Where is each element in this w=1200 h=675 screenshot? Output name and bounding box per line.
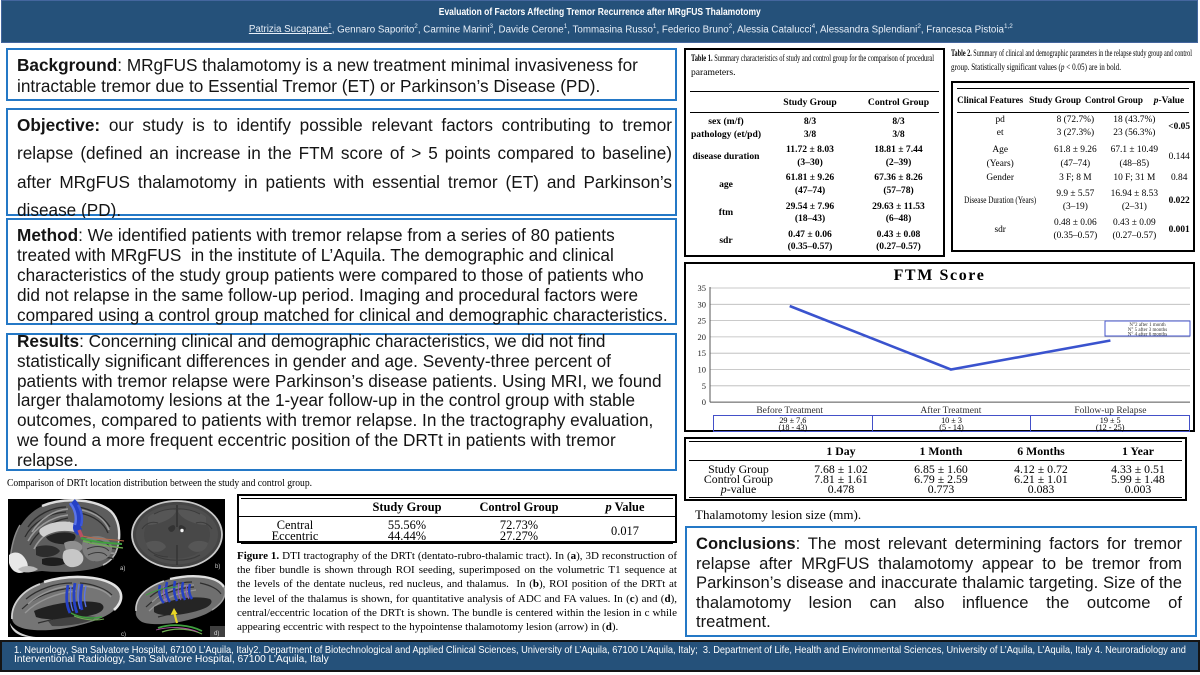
svg-text:10: 10: [698, 365, 707, 375]
svg-text:25: 25: [698, 316, 707, 326]
svg-text:Follow-up Relapse: Follow-up Relapse: [1074, 406, 1146, 416]
svg-text:a): a): [120, 566, 125, 572]
svg-text:20: 20: [698, 332, 707, 342]
svg-text:5: 5: [702, 381, 706, 391]
svg-text:c): c): [121, 632, 126, 637]
svg-text:35: 35: [698, 285, 707, 293]
svg-text:15: 15: [698, 348, 707, 358]
svg-text:After Treatment: After Treatment: [920, 405, 981, 416]
svg-text:N°2 after 1 month: N°2 after 1 month: [1129, 323, 1166, 328]
svg-text:0: 0: [702, 397, 706, 407]
svg-text:N° 4 after 6 months: N° 4 after 6 months: [1128, 333, 1168, 338]
svg-text:N° 5 after 3 months: N° 5 after 3 months: [1128, 328, 1168, 333]
svg-text:b): b): [215, 564, 220, 570]
svg-text:d): d): [214, 631, 219, 637]
svg-text:Before Treatment: Before Treatment: [756, 405, 823, 416]
svg-text:30: 30: [698, 299, 707, 309]
